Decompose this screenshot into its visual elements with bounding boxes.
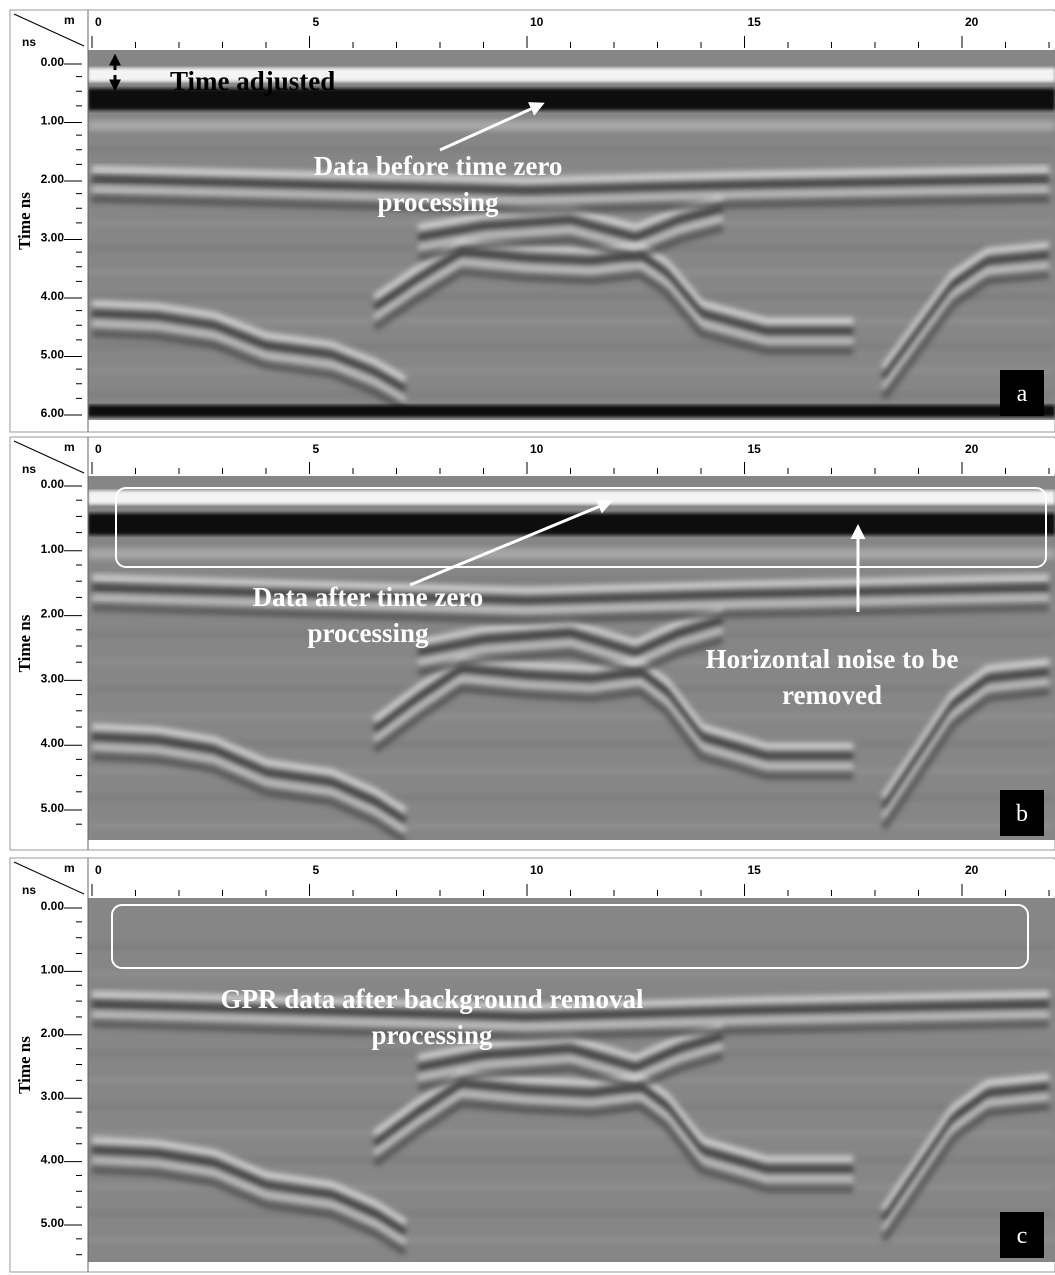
stripe	[88, 1210, 1055, 1216]
annotation-line: Data after time zero	[253, 582, 484, 612]
annotation-line: Data before time zero	[314, 151, 563, 181]
x-tick-label: 10	[530, 15, 544, 29]
panel: 0 5 10 15 20 m ns 0.00 1.00 2.00 3.00 4.00 5.00 6.00 T…	[10, 10, 1055, 432]
y-tick-label: 2.00	[41, 172, 65, 186]
x-tick-label: 20	[965, 442, 979, 456]
y-tick-label: 1.00	[41, 542, 65, 556]
x-tick-label: 5	[313, 863, 320, 877]
x-tick-label: 0	[95, 442, 102, 456]
y-tick-label: 0.00	[41, 55, 65, 69]
y-tick-label: 5.00	[41, 1216, 65, 1230]
x-tick-label: 10	[530, 442, 544, 456]
y-unit: ns	[22, 35, 36, 49]
annotation-line: processing	[377, 187, 499, 217]
y-tick-label: 4.00	[41, 736, 65, 750]
y-tick-label: 0.00	[41, 899, 65, 913]
stripe	[88, 822, 1055, 828]
gray-band	[88, 121, 1055, 131]
stripe	[88, 944, 1055, 950]
y-tick-label: 4.00	[41, 289, 65, 303]
x-tick-label: 15	[748, 863, 762, 877]
y-tick-label: 1.00	[41, 114, 65, 128]
y-tick-label: 0.00	[41, 477, 65, 491]
stripe	[88, 713, 1055, 719]
x-tick-label: 15	[748, 442, 762, 456]
x-tick-label: 10	[530, 863, 544, 877]
radargram	[88, 898, 1055, 1275]
y-unit: ns	[22, 883, 36, 897]
y-tick-label: 5.00	[41, 801, 65, 815]
radargram	[88, 50, 1055, 423]
stripe	[88, 146, 1055, 152]
x-unit: m	[64, 13, 75, 27]
bottom-black	[88, 405, 1055, 417]
x-unit: m	[64, 861, 75, 875]
stripe	[88, 795, 1055, 801]
annotation-line: Horizontal noise to be	[706, 644, 959, 674]
radargram	[88, 476, 1055, 883]
panel: 0 5 10 15 20 m ns 0.00 1.00 2.00 3.00 4.00 5.00 Time …	[10, 858, 1055, 1275]
y-tick-label: 6.00	[41, 406, 65, 420]
x-tick-label: 20	[965, 863, 979, 877]
y-tick-label: 2.00	[41, 607, 65, 621]
y-tick-label: 3.00	[41, 1089, 65, 1103]
stripe	[88, 971, 1055, 977]
y-axis-label: Time ns	[15, 1036, 34, 1094]
annotation-line: processing	[371, 1020, 493, 1050]
y-axis-label: Time ns	[15, 614, 34, 672]
x-tick-label: 5	[313, 442, 320, 456]
x-unit: m	[64, 440, 75, 454]
x-ruler	[88, 12, 1055, 48]
gray-band	[88, 549, 1055, 559]
panel-letter: b	[1016, 801, 1028, 827]
annotation-line: processing	[307, 618, 429, 648]
y-tick-label: 4.00	[41, 1153, 65, 1167]
stripe	[88, 1237, 1055, 1243]
stripe	[88, 392, 1055, 398]
y-unit: ns	[22, 462, 36, 476]
x-tick-label: 5	[313, 15, 320, 29]
stripe	[88, 1130, 1055, 1136]
annotation: Time adjusted	[170, 66, 335, 96]
page: {"panels": [ {"letter": "a", "x_unit": "…	[0, 0, 1055, 1275]
x-ruler	[88, 439, 1055, 474]
x-tick-label: 0	[95, 15, 102, 29]
y-tick-label: 3.00	[41, 231, 65, 245]
x-tick-label: 0	[95, 863, 102, 877]
y-axis-label: Time ns	[15, 192, 34, 250]
x-ruler	[88, 860, 1055, 896]
y-tick-label: 1.00	[41, 962, 65, 976]
x-tick-label: 15	[748, 15, 762, 29]
annotation-line: Time adjusted	[170, 66, 335, 96]
panel-letter: c	[1017, 1223, 1028, 1249]
white-band	[88, 490, 1055, 504]
stripe	[88, 294, 1055, 300]
annotation-line: removed	[782, 680, 882, 710]
x-tick-label: 20	[965, 15, 979, 29]
y-tick-label: 3.00	[41, 671, 65, 685]
annotation-line: GPR data after background removal	[221, 984, 644, 1014]
y-tick-label: 5.00	[41, 348, 65, 362]
screenshot: 0 5 10 15 20 m ns 0.00 1.00 2.00 3.00 4.00 5.00 6.00 T…	[0, 0, 1055, 1275]
panel-letter: a	[1017, 381, 1028, 407]
y-tick-label: 2.00	[41, 1026, 65, 1040]
